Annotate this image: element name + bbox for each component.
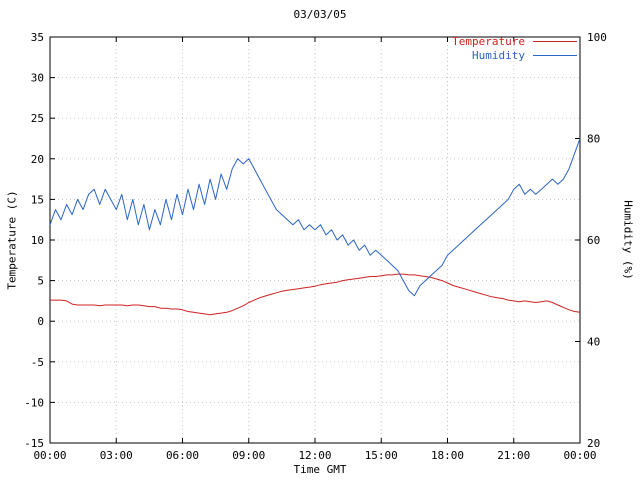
x-axis-tick-label: 15:00 (365, 449, 398, 462)
series-line-humidity (49, 138, 581, 297)
left-axis-tick-label: 20 (31, 153, 44, 166)
left-axis-tick-label: 25 (31, 112, 44, 125)
chart-title: 03/03/05 (293, 8, 347, 21)
right-axis-title: Humidity (%) (621, 200, 635, 280)
series-line-temperature (50, 273, 581, 316)
legend-line-sample-humidity (533, 54, 577, 56)
x-axis-tick-label: 06:00 (166, 449, 199, 462)
x-axis-title: Time GMT (293, 463, 347, 476)
x-axis-tick-label: 00:00 (563, 449, 596, 462)
x-axis-tick-label: 03:00 (100, 449, 133, 462)
left-axis-tick-label: 35 (31, 31, 44, 44)
legend-row-humidity: Humidity (452, 48, 577, 62)
x-axis-tick-label: 09:00 (232, 449, 265, 462)
legend-line-sample-temperature (533, 40, 577, 42)
plot-border (49, 36, 581, 444)
right-axis-tick-label: 100 (587, 31, 607, 44)
right-axis-tick-label: 80 (587, 133, 600, 146)
legend-label-temperature: Temperature (452, 34, 525, 48)
x-axis-tick-label: 00:00 (33, 449, 66, 462)
legend: Temperature Humidity (452, 34, 577, 62)
legend-row-temperature: Temperature (452, 34, 577, 48)
left-axis-tick-label: -15 (24, 437, 44, 450)
left-axis-tick-label: 15 (31, 193, 44, 206)
right-axis-tick-label: 60 (587, 234, 600, 247)
right-axis-tick-label: 40 (587, 336, 600, 349)
left-axis-title: Temperature (C) (5, 190, 19, 290)
left-axis-tick-label: 30 (31, 72, 44, 85)
right-axis-tick-label: 20 (587, 437, 600, 450)
x-axis-tick-label: 21:00 (497, 449, 530, 462)
left-axis-tick-label: 10 (31, 234, 44, 247)
x-axis-tick-label: 12:00 (298, 449, 331, 462)
left-axis-tick-label: -10 (24, 396, 44, 409)
x-axis-tick-label: 18:00 (431, 449, 464, 462)
legend-label-humidity: Humidity (472, 48, 525, 62)
left-axis-tick-label: 0 (37, 315, 44, 328)
left-axis-tick-label: -5 (31, 356, 44, 369)
left-axis-tick-label: 5 (37, 275, 44, 288)
